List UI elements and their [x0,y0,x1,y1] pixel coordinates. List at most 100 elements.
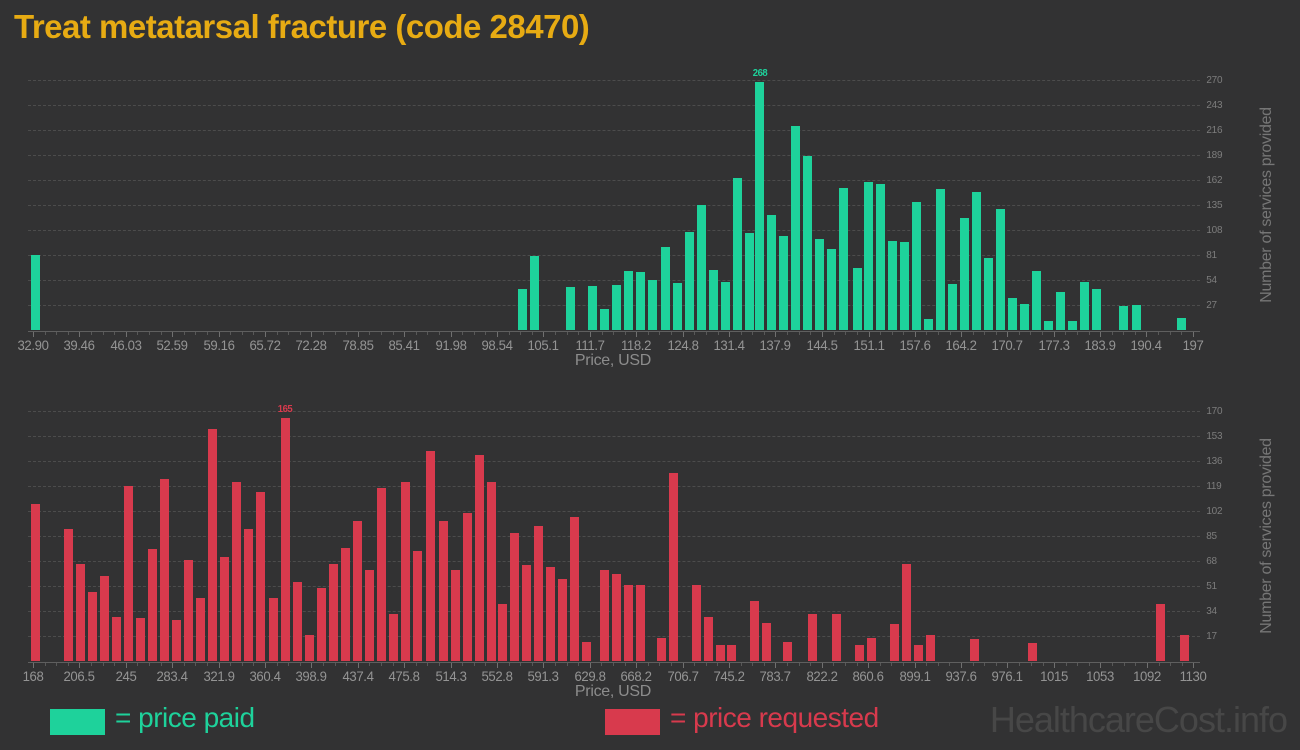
histogram-bar [720,281,730,330]
histogram-bar [280,418,290,661]
y-tick-label: 119 [1206,480,1222,492]
x-minor-tick-mark [473,332,475,335]
legend-requested-label: = price requested [670,702,879,733]
histogram-bar [1118,305,1128,330]
x-tick-label: 170.7 [991,337,1023,353]
y-tick-label: 170 [1206,405,1223,417]
histogram-bar [438,521,448,661]
histogram-bar [582,641,591,661]
histogram-bar [509,533,519,661]
x-tick-mark [636,663,638,668]
histogram-bar [636,584,646,661]
histogram-bar [948,283,958,330]
histogram-bar [545,566,555,661]
histogram-bar [960,218,970,330]
x-tick-label: 629.8 [574,668,606,684]
x-minor-tick-mark [473,663,475,666]
x-tick-label: 937.6 [945,668,977,684]
histogram-bar [75,563,85,661]
x-minor-tick-mark [462,663,464,666]
x-minor-tick-mark [1123,663,1125,666]
x-tick-mark [821,663,823,668]
histogram-bar [1155,603,1165,661]
x-tick-label: 183.9 [1084,337,1116,353]
histogram-bar [111,616,121,661]
x-tick-label: 245 [115,668,137,684]
x-minor-tick-mark [891,332,893,335]
x-tick-label: 591.3 [527,668,559,684]
histogram-bar [672,282,682,330]
x-minor-tick-mark [578,332,580,335]
x-minor-tick-mark [195,663,197,666]
x-minor-tick-mark [694,332,696,335]
y-tick-label: 102 [1206,505,1223,517]
x-minor-tick-mark [195,332,197,335]
histogram-bar [889,624,899,661]
histogram-bar [783,641,793,661]
x-minor-tick-mark [949,663,951,666]
histogram-bar [600,308,610,330]
x-tick-mark [357,332,359,337]
x-tick-mark [172,663,174,668]
histogram-bar [530,255,540,330]
x-tick-label: 98.54 [481,337,513,353]
x-minor-tick-mark [439,332,440,335]
x-minor-tick-mark [56,332,58,335]
grid-line [28,80,1200,81]
x-minor-tick-mark [659,663,661,666]
x-axis-line [28,662,1200,663]
x-minor-tick-mark [323,663,324,666]
page-title: Treat metatarsal fracture (code 28470) [14,8,590,45]
histogram-bar [364,569,374,661]
histogram-bar [172,619,181,661]
histogram-bar [1091,289,1101,330]
x-minor-tick-mark [647,663,649,666]
histogram-bar [99,575,109,661]
histogram-bar [268,597,278,661]
x-tick-label: 177.3 [1038,337,1070,353]
x-minor-tick-mark [253,663,255,666]
x-tick-mark [450,663,452,668]
x-minor-tick-mark [183,663,185,666]
x-minor-tick-mark [346,663,348,666]
x-minor-tick-mark [752,663,754,666]
x-tick-label: 437.4 [342,668,374,684]
histogram-bar [995,208,1005,330]
x-minor-tick-mark [903,332,904,335]
histogram-bar [912,202,922,330]
x-tick-label: 105.1 [527,337,559,353]
watermark: HealthcareCost.info [989,699,1288,740]
x-minor-tick-mark [879,663,881,666]
y-tick-label: 68 [1206,555,1217,567]
x-minor-tick-mark [276,332,278,335]
histogram-bar [426,450,436,661]
legend-paid-label: = price paid [115,702,255,733]
histogram-bar [866,637,876,661]
x-tick-mark [543,663,545,668]
y-tick-label: 34 [1206,605,1217,617]
x-minor-tick-mark [1135,663,1137,666]
x-tick-mark [311,332,313,337]
x-minor-tick-mark [531,332,533,335]
x-minor-tick-mark [717,663,719,666]
histogram-bar [401,481,411,661]
x-minor-tick-mark [137,663,139,666]
x-tick-mark [265,663,266,668]
x-minor-tick-mark [787,663,788,666]
x-tick-label: 475.8 [388,668,420,684]
x-minor-tick-mark [1170,663,1172,666]
x-tick-mark [265,332,266,337]
x-minor-tick-mark [1181,663,1183,666]
histogram-bar [389,613,398,661]
histogram-bar [1019,304,1029,330]
histogram-bar [87,591,97,661]
histogram-bar [913,644,923,661]
x-tick-label: 552.8 [481,668,513,684]
x-minor-tick-mark [833,332,835,335]
histogram-bar [352,521,362,661]
histogram-bar [656,637,666,661]
histogram-bar [244,528,254,661]
x-minor-tick-mark [740,663,742,666]
x-minor-tick-mark [1077,663,1079,666]
